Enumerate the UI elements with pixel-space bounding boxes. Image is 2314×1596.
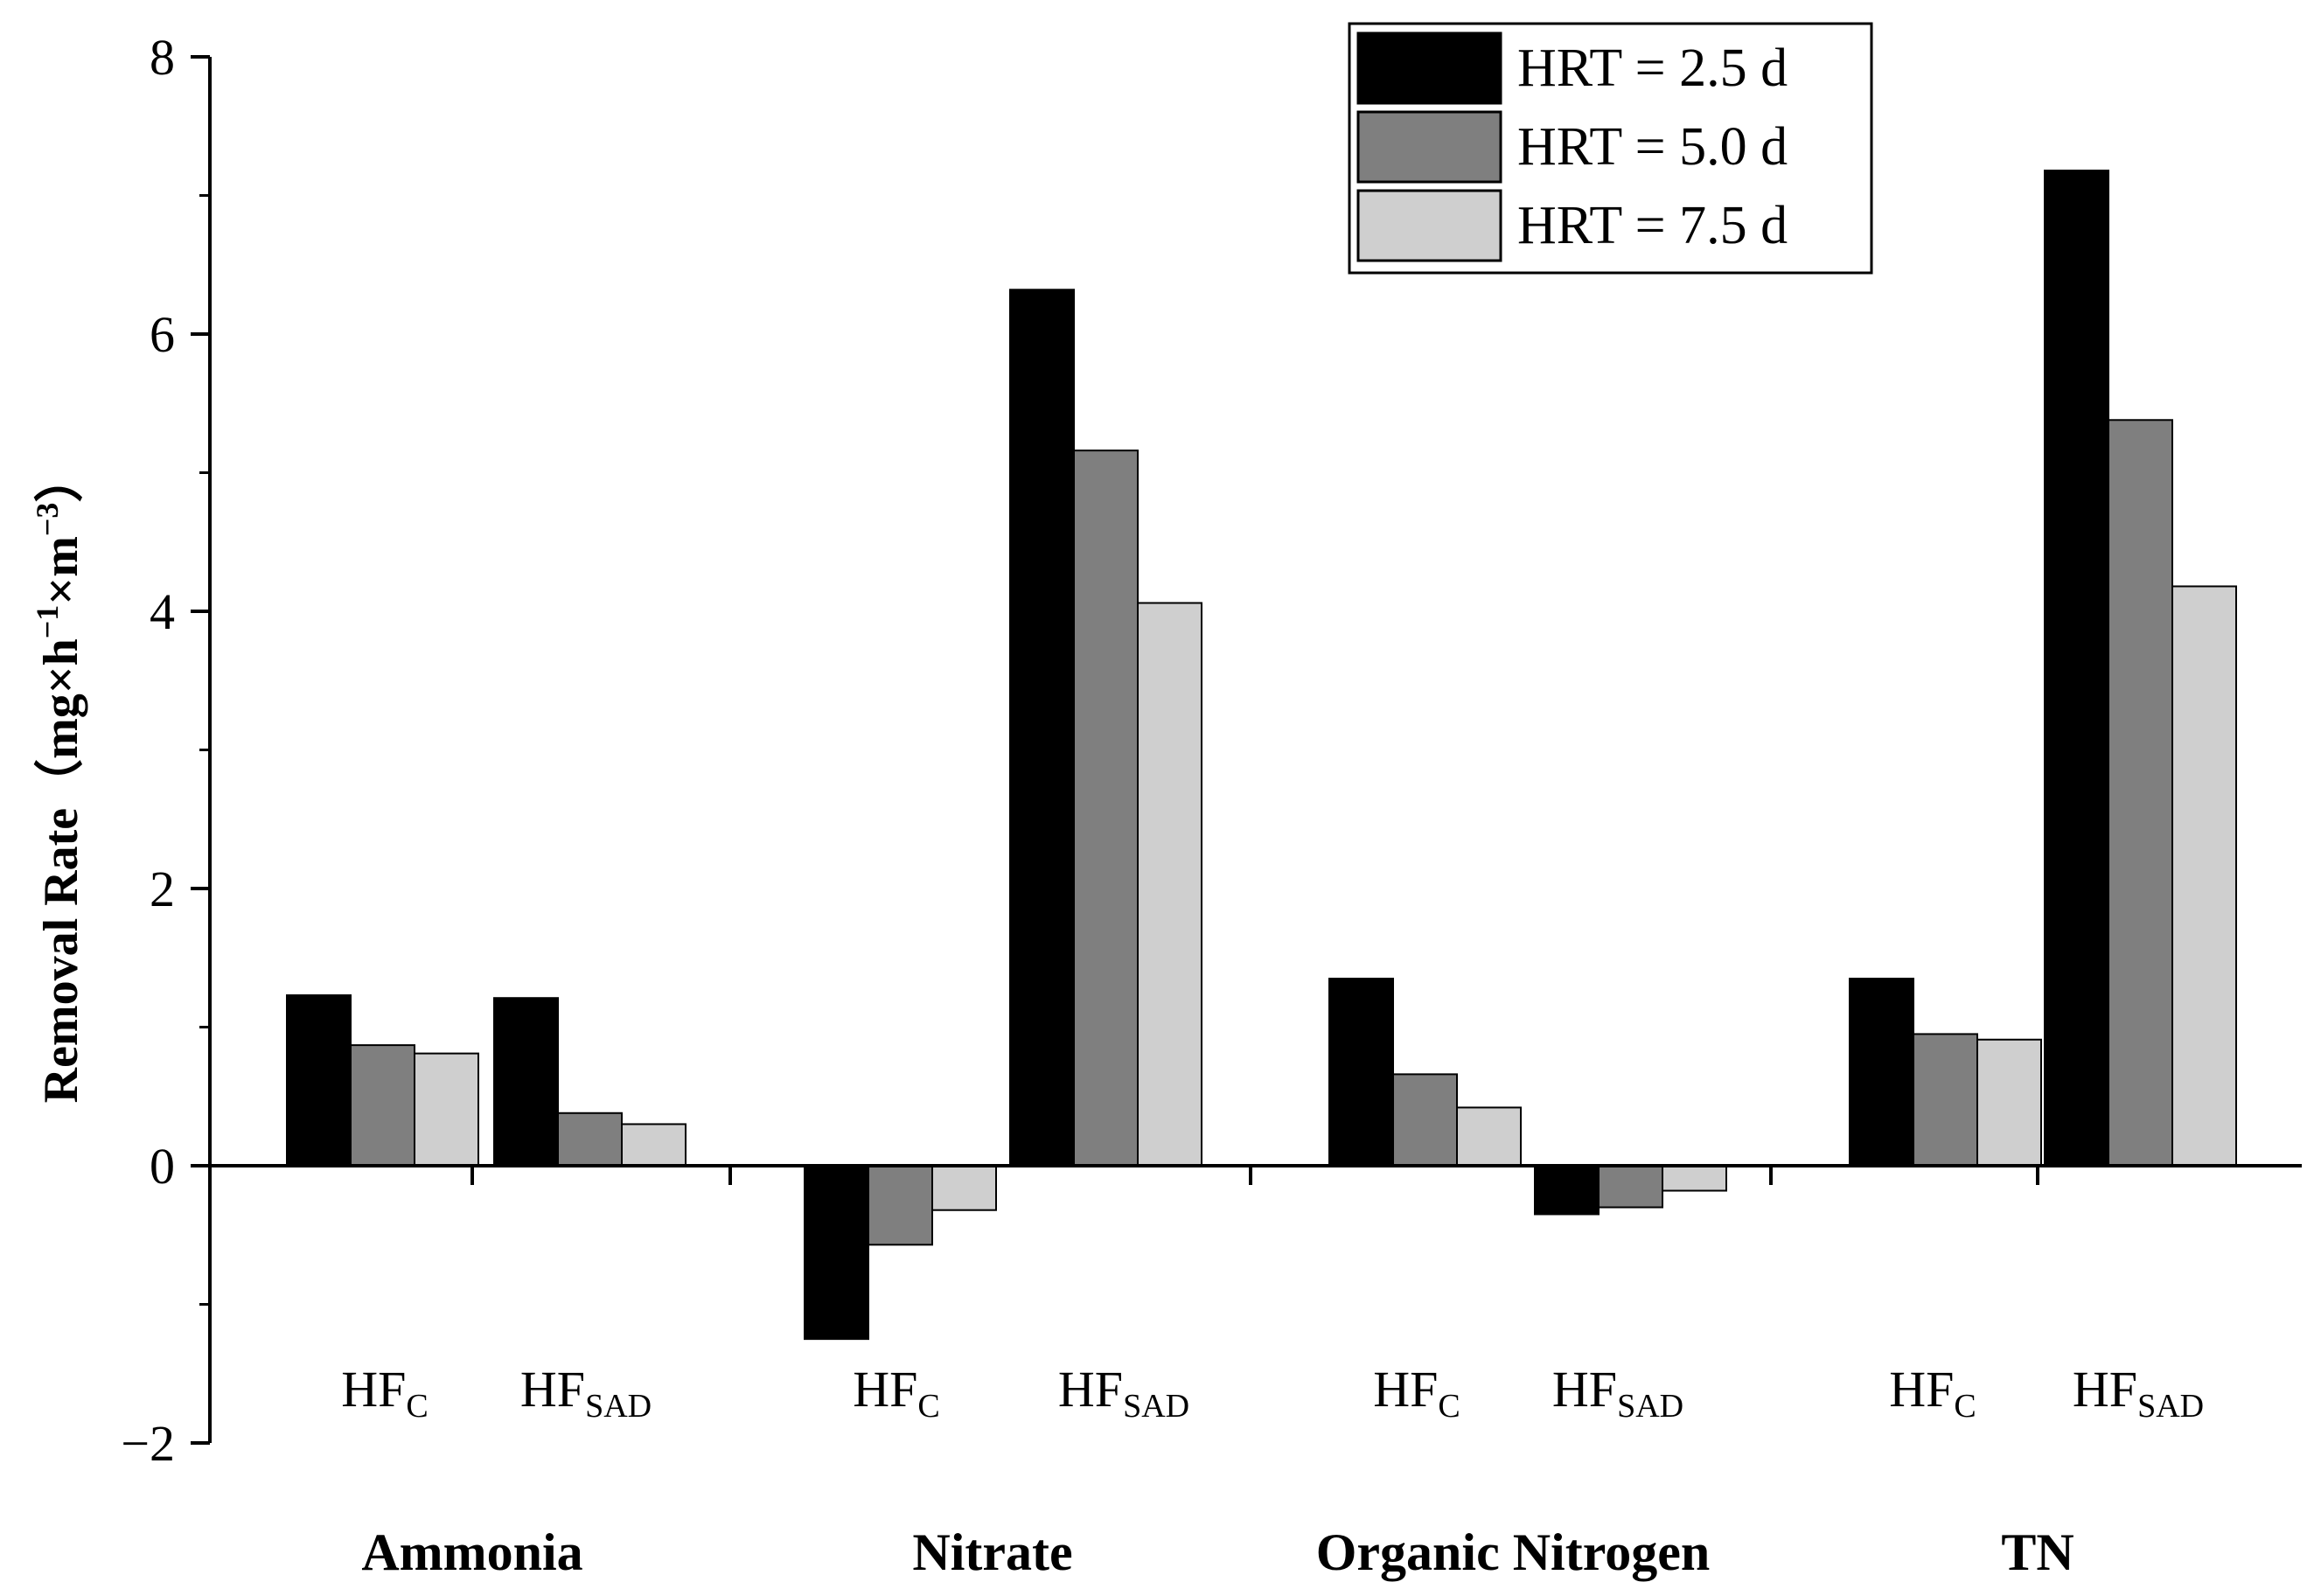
group-label-subscript: C [1438,1388,1460,1425]
bar-1-group-2 [493,997,559,1167]
bar-3-group-6 [1662,1165,1727,1192]
group-label-subscript: SAD [585,1388,652,1425]
category-label: Organic Nitrogen [1316,1523,1711,1581]
bar-2-group-4 [1073,450,1139,1167]
legend-label: HRT = 2.5 d [1517,38,1788,98]
bar-1-group-1 [286,994,352,1167]
bars-layer [286,169,2237,1341]
group-label-subscript: C [917,1388,939,1425]
bar-3-group-3 [931,1165,997,1211]
category-label: Nitrate [912,1523,1072,1581]
group-label-subscript: C [406,1388,428,1425]
bar-2-group-3 [868,1165,933,1246]
group-label-base: HF [2073,1361,2137,1418]
bar-3-group-1 [414,1052,479,1167]
group-label-base: HF [853,1361,917,1418]
bar-3-group-8 [2171,585,2237,1167]
bar-1-group-5 [1328,978,1394,1167]
group-label: HFSAD [2073,1361,2204,1425]
group-label-subscript: SAD [1123,1388,1189,1425]
y-tick-label: 6 [150,306,175,363]
bar-1-group-3 [804,1165,869,1341]
group-label: HFC [1373,1361,1460,1425]
group-label-base: HF [1552,1361,1617,1418]
category-label: Ammonia [361,1523,582,1581]
y-axis-label-sup1: −1 [30,605,65,639]
group-label-base: HF [1373,1361,1438,1418]
group-label-base: HF [520,1361,585,1418]
group-label: HFSAD [1552,1361,1683,1425]
bar-1-group-4 [1009,289,1075,1167]
legend-label: HRT = 7.5 d [1517,196,1788,255]
y-tick-label: 0 [150,1138,175,1195]
group-label: HFC [341,1361,429,1425]
y-tick-label: 4 [150,583,175,640]
bar-2-group-5 [1392,1073,1458,1167]
group-label-base: HF [1058,1361,1123,1418]
y-axis-label: Removal Rate（mg×h−1×m−3） [30,454,88,1104]
y-axis-label-close: ） [33,454,88,503]
group-label: HFSAD [520,1361,652,1425]
group-label: HFSAD [1058,1361,1189,1425]
y-axis-label-main: Removal Rate（mg×h [33,638,88,1103]
legend: HRT = 2.5 d HRT = 5.0 d HRT = 7.5 d [1348,22,1873,275]
group-label-subscript: SAD [2137,1388,2204,1425]
y-axis-label-mid: ×m [34,536,88,605]
group-label-subscript: SAD [1617,1388,1683,1425]
bar-2-group-2 [557,1112,623,1167]
bar-1-group-7 [1849,978,1914,1167]
bar-3-group-2 [621,1123,687,1167]
group-label: HFC [1889,1361,1976,1425]
y-tick-label: −2 [121,1415,175,1472]
y-tick-label: 2 [150,861,175,917]
bar-3-group-7 [1976,1038,2042,1167]
group-label-base: HF [1889,1361,1954,1418]
bar-2-group-7 [1913,1033,1978,1167]
legend-label: HRT = 5.0 d [1517,117,1788,177]
bar-3-group-5 [1456,1106,1522,1167]
bar-2-group-8 [2108,419,2173,1167]
group-label-subscript: C [1954,1388,1976,1425]
bar-2-group-1 [350,1044,415,1167]
legend-swatch [1356,110,1502,184]
legend-swatch [1356,189,1502,262]
y-tick-label: 8 [150,29,175,86]
group-label-base: HF [341,1361,406,1418]
y-axis-label-sup2: −3 [30,503,65,537]
bar-3-group-4 [1137,602,1202,1167]
group-label: HFC [853,1361,940,1425]
axes-layer [191,55,2302,1445]
bar-1-group-8 [2044,169,2109,1167]
bar-2-group-6 [1598,1165,1663,1209]
bar-1-group-6 [1534,1165,1600,1216]
category-label: TN [2001,1523,2074,1581]
legend-swatch [1356,31,1502,105]
